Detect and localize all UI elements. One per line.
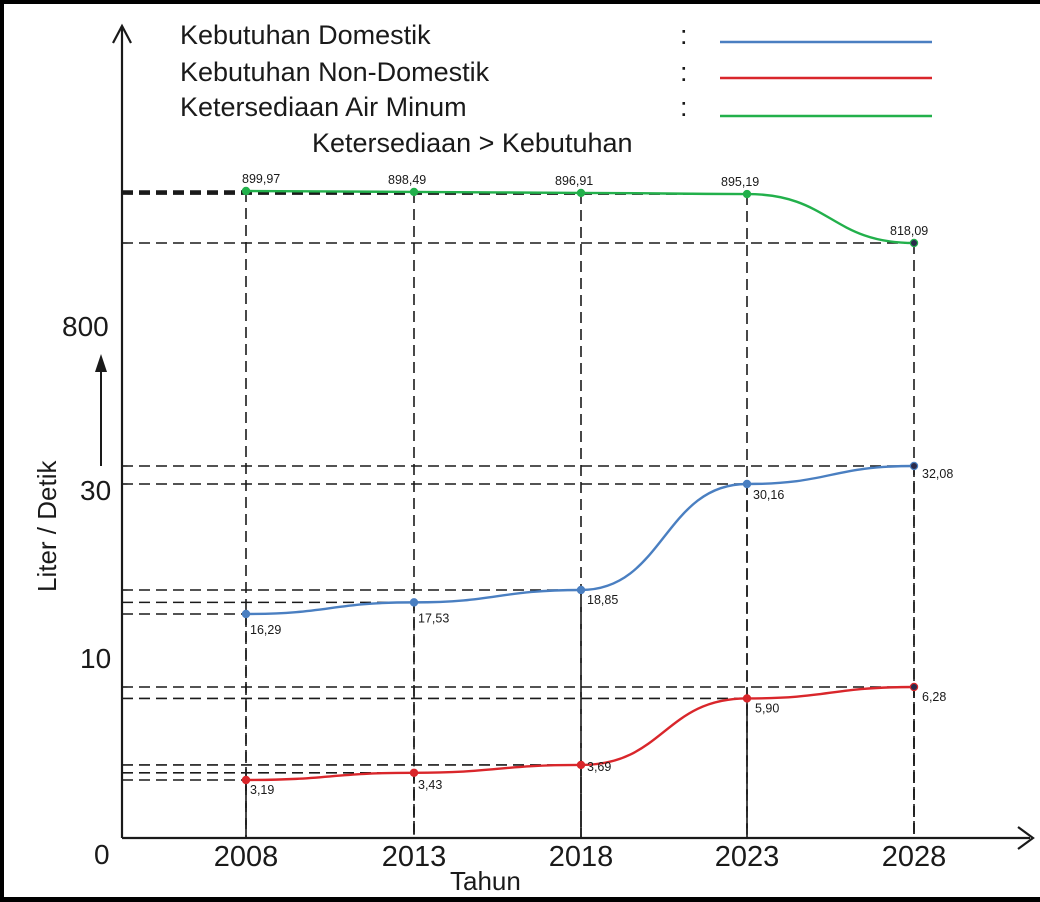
data-point-red <box>576 760 586 770</box>
x-tick-label: 2008 <box>214 841 279 873</box>
data-point-red <box>909 682 919 692</box>
data-point-red <box>409 768 419 777</box>
data-label-red: 3,19 <box>250 783 274 797</box>
x-tick-label: 2028 <box>882 841 947 873</box>
data-label-blue: 30,16 <box>753 488 784 502</box>
y-axis-title: Liter / Detik <box>32 460 62 592</box>
data-point-green <box>576 188 586 198</box>
x-axis-title: Tahun <box>450 866 521 896</box>
data-point-green <box>241 186 251 196</box>
x-tick-label: 2013 <box>382 841 447 873</box>
legend: Kebutuhan Domestik : Kebutuhan Non-Domes… <box>180 20 932 158</box>
data-label-green: 898,49 <box>388 173 426 187</box>
data-label-green: 818,09 <box>890 224 928 238</box>
legend-colon: : <box>680 92 688 122</box>
legend-colon: : <box>680 57 688 87</box>
y-axis-title-group: Liter / Detik <box>32 354 107 592</box>
data-point-green <box>909 238 919 248</box>
legend-label-ketersediaan: Ketersediaan Air Minum <box>180 92 467 122</box>
series-layer: 899,97 898,49 896,91 895,19 818,09 16,29 17,53… <box>241 172 953 797</box>
y-tick-labels: 800 30 10 0 <box>62 311 111 870</box>
data-point-blue <box>909 461 919 471</box>
data-label-green: 895,19 <box>721 175 759 189</box>
y-tick-label: 10 <box>80 643 111 674</box>
data-point-green <box>409 187 419 197</box>
legend-label-non-domestik: Kebutuhan Non-Domestik <box>180 57 490 87</box>
data-point-blue <box>576 585 586 595</box>
chart-annotation: Ketersediaan > Kebutuhan <box>312 128 633 158</box>
y-title-arrow-icon <box>95 354 107 372</box>
data-label-red: 3,43 <box>418 778 442 792</box>
x-tick-labels: 2008 2013 2018 2023 2028 <box>214 841 947 873</box>
data-label-red: 5,90 <box>755 701 779 715</box>
data-label-blue: 18,85 <box>587 593 618 607</box>
data-point-red <box>742 694 752 703</box>
guide-lines <box>122 190 915 838</box>
data-label-green: 899,97 <box>242 172 280 186</box>
y-tick-label: 30 <box>80 475 111 506</box>
data-label-green: 896,91 <box>555 174 593 188</box>
series-line-green <box>245 189 915 245</box>
data-label-blue: 32,08 <box>922 467 953 481</box>
data-point-green <box>742 189 752 199</box>
y-axis-arrow-icon <box>112 23 132 44</box>
axes <box>112 23 1035 850</box>
x-tick-label: 2023 <box>715 841 780 873</box>
data-label-red: 3,69 <box>587 760 611 774</box>
data-point-blue <box>742 479 752 489</box>
data-point-blue <box>241 609 251 619</box>
data-point-blue <box>409 598 419 607</box>
x-tick-label: 2018 <box>549 841 614 873</box>
data-label-blue: 16,29 <box>250 623 281 637</box>
x-axis-arrow-icon <box>1017 826 1035 850</box>
y-tick-label: 0 <box>94 839 110 870</box>
series-line-blue <box>245 464 915 616</box>
data-label-blue: 17,53 <box>418 611 449 625</box>
legend-colon: : <box>680 20 688 50</box>
legend-label-domestik: Kebutuhan Domestik <box>180 20 431 50</box>
data-point-red <box>241 775 251 785</box>
y-tick-label: 800 <box>62 311 109 342</box>
data-label-red: 6,28 <box>922 690 946 704</box>
